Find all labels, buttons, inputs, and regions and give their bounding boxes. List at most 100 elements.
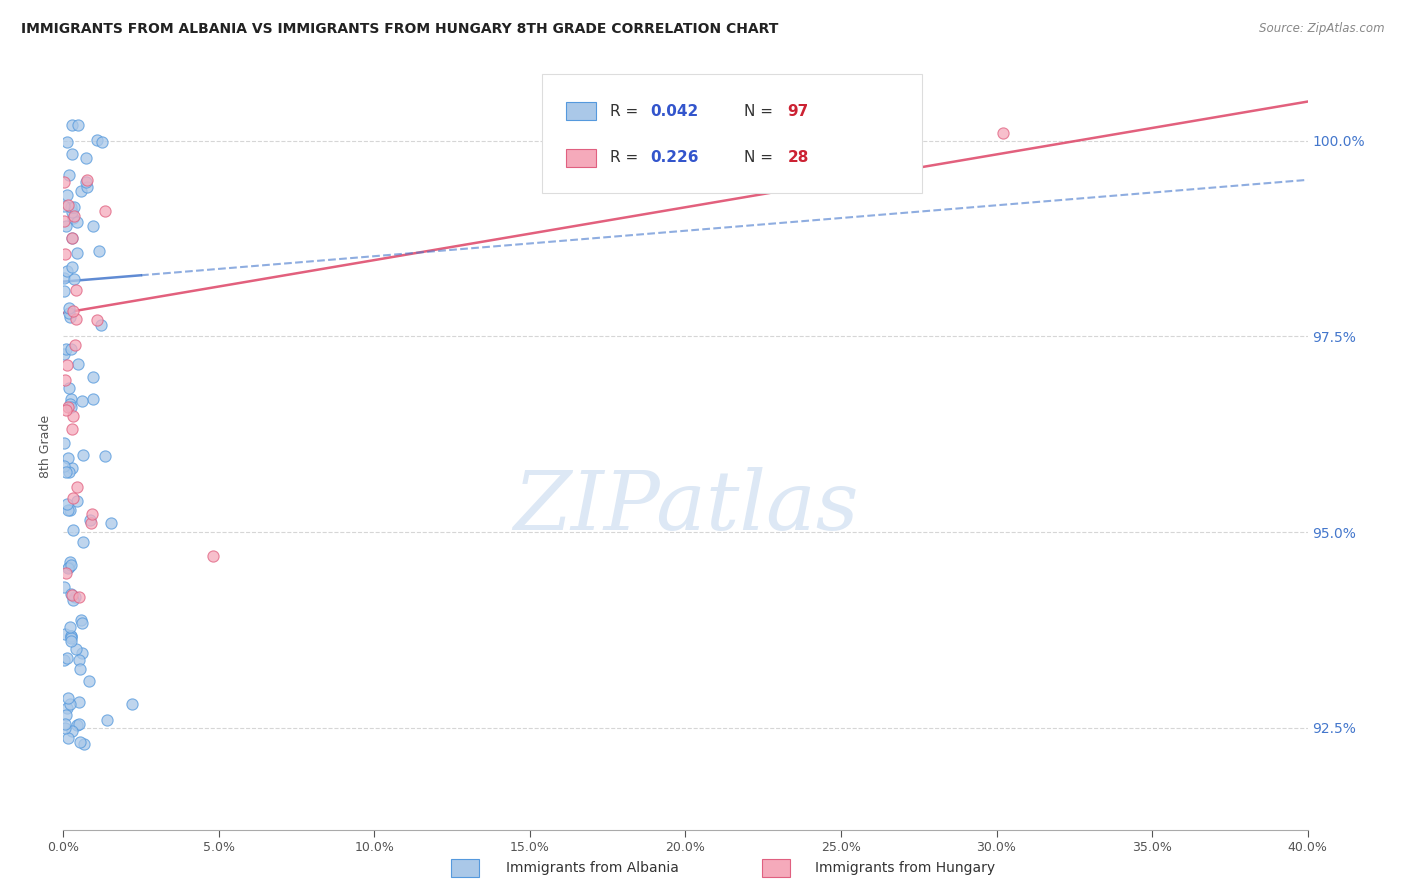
Point — [66, 480, 89, 494]
Point — [58, 306, 80, 320]
Point — [62, 524, 84, 538]
Point — [60, 629, 83, 643]
Point — [53, 270, 76, 285]
Point — [77, 673, 100, 688]
Point — [52, 653, 75, 667]
Text: 0.042: 0.042 — [651, 103, 699, 119]
Point — [62, 303, 84, 318]
Point — [59, 200, 82, 214]
Point — [56, 731, 79, 745]
Point — [53, 347, 76, 361]
Text: Immigrants from Albania: Immigrants from Albania — [506, 861, 679, 875]
Point — [59, 555, 82, 569]
Point — [52, 214, 75, 228]
Point — [96, 713, 118, 727]
Point — [70, 616, 93, 631]
Text: Source: ZipAtlas.com: Source: ZipAtlas.com — [1260, 22, 1385, 36]
Point — [62, 260, 84, 274]
Point — [55, 566, 77, 581]
Point — [67, 717, 90, 731]
Text: ZIPatlas: ZIPatlas — [513, 467, 858, 548]
Text: 97: 97 — [787, 103, 808, 119]
Point — [62, 211, 84, 225]
Point — [53, 247, 76, 261]
Point — [60, 118, 83, 132]
Text: N =: N = — [744, 151, 778, 165]
Point — [60, 588, 83, 602]
Point — [82, 507, 104, 521]
Point — [65, 642, 87, 657]
Y-axis label: 8th Grade: 8th Grade — [39, 415, 52, 477]
Point — [86, 312, 108, 326]
Point — [60, 558, 83, 573]
Point — [90, 318, 112, 332]
FancyBboxPatch shape — [543, 74, 922, 193]
Point — [52, 284, 75, 298]
Text: IMMIGRANTS FROM ALBANIA VS IMMIGRANTS FROM HUNGARY 8TH GRADE CORRELATION CHART: IMMIGRANTS FROM ALBANIA VS IMMIGRANTS FR… — [21, 22, 779, 37]
Point — [53, 626, 76, 640]
Point — [59, 629, 82, 643]
Point — [69, 662, 91, 676]
Point — [70, 393, 93, 408]
Point — [72, 737, 94, 751]
Point — [60, 146, 83, 161]
Point — [56, 691, 79, 706]
Point — [55, 358, 77, 372]
Point — [58, 198, 80, 212]
Point — [86, 133, 108, 147]
Point — [60, 421, 83, 435]
Point — [121, 698, 143, 712]
Point — [76, 173, 98, 187]
Text: 28: 28 — [787, 151, 808, 165]
Point — [56, 561, 79, 575]
Point — [59, 697, 82, 711]
Point — [201, 549, 224, 563]
Point — [52, 580, 75, 594]
Point — [62, 723, 84, 738]
Point — [66, 118, 89, 132]
Point — [52, 175, 75, 189]
Point — [56, 701, 79, 715]
Point — [55, 343, 77, 357]
Point — [62, 491, 84, 505]
Point — [60, 230, 83, 244]
Point — [67, 653, 90, 667]
Point — [60, 392, 83, 407]
Point — [82, 370, 104, 384]
Text: Immigrants from Hungary: Immigrants from Hungary — [815, 861, 995, 875]
Point — [59, 620, 82, 634]
Point — [66, 494, 89, 508]
Point — [75, 175, 97, 189]
Point — [60, 587, 83, 601]
Point — [70, 646, 93, 660]
Point — [65, 312, 87, 326]
Point — [53, 373, 76, 387]
Point — [58, 381, 80, 395]
Point — [56, 264, 79, 278]
Point — [100, 516, 122, 531]
Point — [59, 503, 82, 517]
Point — [59, 400, 82, 414]
Point — [62, 230, 84, 244]
Point — [72, 449, 94, 463]
Point — [56, 188, 79, 202]
Point — [53, 722, 76, 736]
Point — [58, 465, 80, 479]
Point — [56, 497, 79, 511]
Point — [79, 516, 101, 530]
Point — [67, 591, 90, 605]
Point — [69, 735, 91, 749]
FancyBboxPatch shape — [567, 149, 596, 167]
Point — [59, 634, 82, 648]
Point — [66, 246, 89, 260]
Point — [67, 696, 90, 710]
Point — [55, 708, 77, 723]
Point — [59, 310, 82, 325]
Point — [56, 450, 79, 465]
Point — [58, 169, 80, 183]
Point — [991, 126, 1014, 140]
Point — [70, 613, 93, 627]
Point — [69, 184, 91, 198]
Point — [94, 204, 117, 219]
Point — [59, 397, 82, 411]
